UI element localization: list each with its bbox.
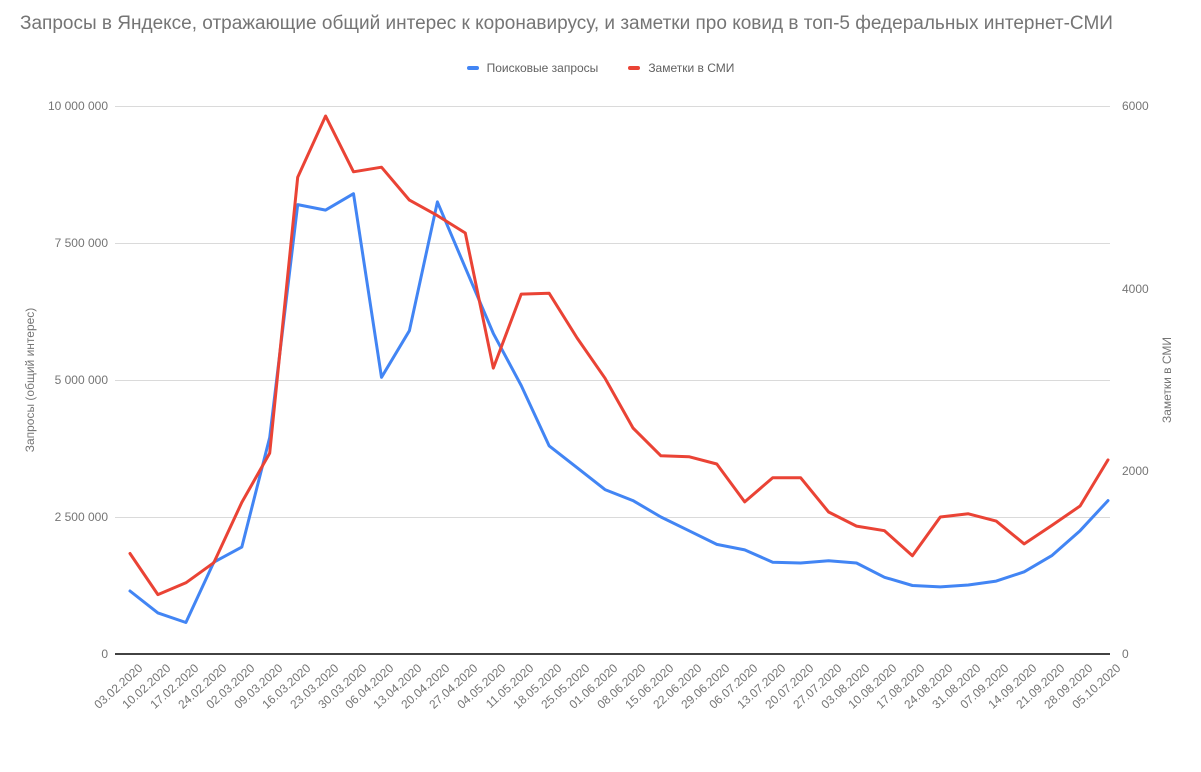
legend-swatch-icon xyxy=(628,66,641,70)
right-axis-tick-label: 6000 xyxy=(1122,99,1149,113)
right-axis-tick-label: 0 xyxy=(1122,647,1129,661)
left-axis-tick-label: 2 500 000 xyxy=(54,510,108,524)
series-line-media-notes[interactable] xyxy=(128,114,1110,597)
chart-title: Запросы в Яндексе, отражающие общий инте… xyxy=(20,13,1113,34)
right-axis-tick-label: 2000 xyxy=(1122,464,1149,479)
right-axis-tick-label: 4000 xyxy=(1122,281,1149,296)
gridline xyxy=(115,517,1110,518)
left-axis-tick-label: 10 000 000 xyxy=(47,99,108,113)
gridline xyxy=(115,380,1110,381)
legend-label: Поисковые запросы xyxy=(486,61,599,75)
legend-label: Заметки в СМИ xyxy=(648,61,735,75)
series-lines xyxy=(128,114,1110,624)
series-line-search-queries[interactable] xyxy=(128,192,1110,624)
left-axis-title: Запросы (общий интерес) xyxy=(23,307,37,453)
right-axis-title: Заметки в СМИ xyxy=(1160,336,1174,424)
legend-item-media-notes[interactable]: Заметки в СМИ xyxy=(628,61,734,75)
gridline xyxy=(115,243,1110,244)
left-axis-tick-label: 7 500 000 xyxy=(54,236,108,250)
plot-area: 0 2 500 000 5 000 000 7 500 000 10 000 000 0… xyxy=(23,99,1174,712)
x-axis-line xyxy=(115,653,1110,655)
left-axis-tick-label: 0 xyxy=(101,647,108,661)
legend-item-search-queries[interactable]: Поисковые запросы xyxy=(466,61,599,75)
gridline xyxy=(115,106,1110,107)
legend-swatch-icon xyxy=(466,66,479,70)
chart-legend: Поисковые запросы Заметки в СМИ xyxy=(0,61,1201,75)
left-axis-tick-label: 5 000 000 xyxy=(54,373,108,387)
